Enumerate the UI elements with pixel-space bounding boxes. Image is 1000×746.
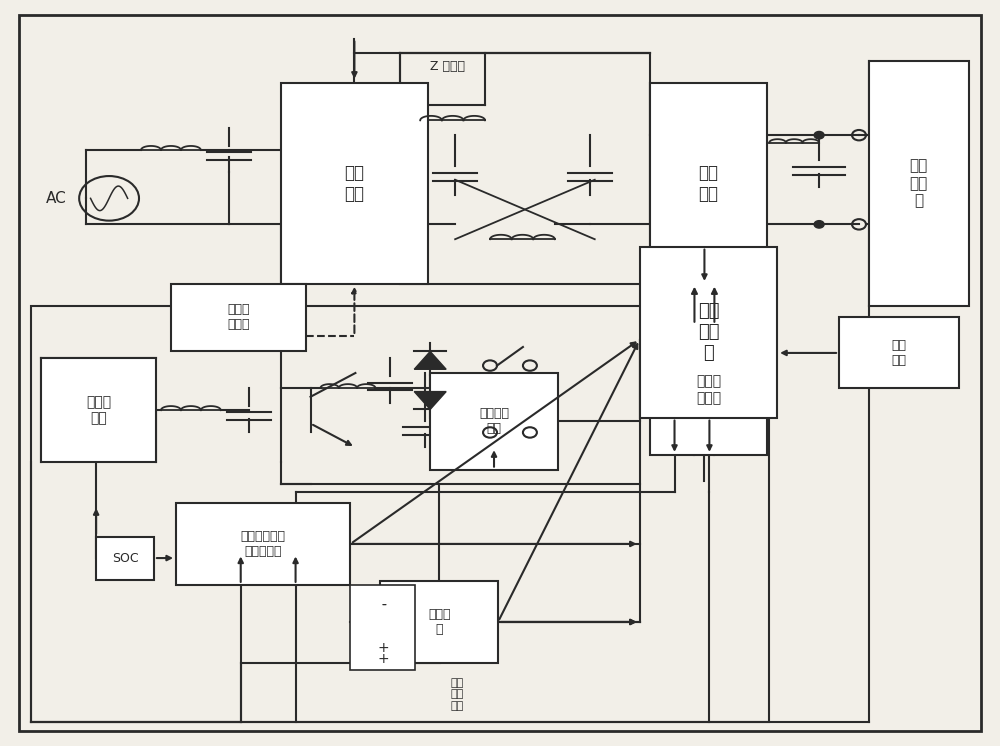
Circle shape: [814, 221, 824, 228]
FancyBboxPatch shape: [41, 358, 156, 463]
Text: 可控
整流: 可控 整流: [344, 164, 364, 203]
FancyBboxPatch shape: [171, 283, 306, 351]
Text: 電壓
參考
信號: 電壓 參考 信號: [450, 677, 463, 711]
Text: 充放电信号幅
値频率控制: 充放电信号幅 値频率控制: [241, 530, 286, 558]
FancyBboxPatch shape: [839, 317, 959, 388]
FancyBboxPatch shape: [96, 536, 154, 580]
Text: 可控
逆变: 可控 逆变: [698, 164, 718, 203]
Text: 谐波
监测: 谐波 监测: [891, 339, 906, 366]
FancyBboxPatch shape: [650, 83, 767, 283]
Text: SOC: SOC: [112, 551, 138, 565]
Text: 协同
控制
器: 协同 控制 器: [698, 302, 719, 362]
FancyBboxPatch shape: [640, 247, 777, 418]
FancyBboxPatch shape: [869, 61, 969, 306]
Text: 脉宽调
制控制: 脉宽调 制控制: [696, 374, 721, 405]
FancyBboxPatch shape: [380, 581, 498, 663]
Text: 电池充电
控制: 电池充电 控制: [479, 407, 509, 436]
Text: Z 源電路: Z 源電路: [430, 60, 465, 73]
FancyBboxPatch shape: [650, 325, 767, 455]
Text: 电压测
试: 电压测 试: [428, 608, 450, 636]
Text: 电压跌
落反馈: 电压跌 落反馈: [227, 304, 249, 331]
Text: 非线
性负
载: 非线 性负 载: [910, 159, 928, 208]
Polygon shape: [414, 351, 446, 369]
Text: -: -: [381, 598, 386, 612]
Text: AC: AC: [46, 191, 67, 206]
Polygon shape: [414, 392, 446, 410]
FancyBboxPatch shape: [19, 15, 981, 731]
FancyBboxPatch shape: [350, 585, 415, 671]
FancyBboxPatch shape: [430, 373, 558, 470]
FancyBboxPatch shape: [281, 83, 428, 283]
Circle shape: [814, 131, 824, 139]
Text: 电池组
模型: 电池组 模型: [86, 395, 111, 425]
Text: +: +: [378, 652, 389, 666]
FancyBboxPatch shape: [176, 503, 350, 585]
Text: +: +: [378, 641, 389, 655]
Text: -: -: [381, 598, 386, 612]
